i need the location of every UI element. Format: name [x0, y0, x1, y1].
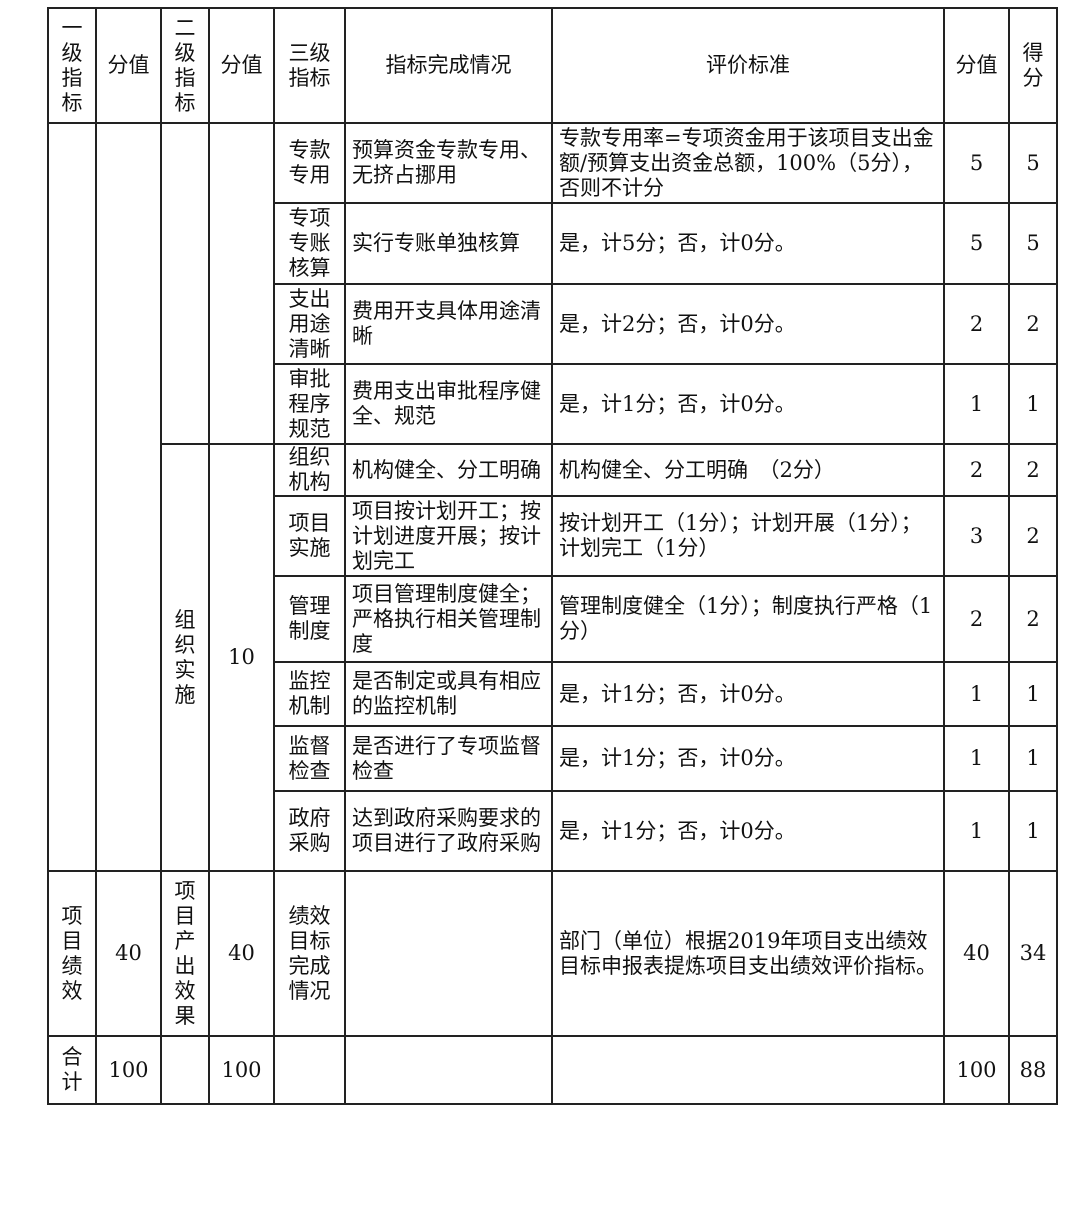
- cell: 2: [1008, 283, 1058, 365]
- cell: 支出用途清晰: [273, 283, 346, 365]
- cell: 100: [95, 1035, 162, 1105]
- cell: 是，计1分；否，计0分。: [551, 661, 945, 727]
- cell: 88: [1008, 1035, 1058, 1105]
- cell: 部门（单位）根据2019年项目支出绩效目标申报表提炼项目支出绩效评价指标。: [551, 870, 945, 1037]
- cell: 项目绩效: [47, 870, 97, 1037]
- cell: 2: [1008, 575, 1058, 663]
- table-row: 管理制度 项目管理制度健全；严格执行相关管理制度 管理制度健全（1分）；制度执行严格…: [48, 575, 1058, 663]
- cell: [208, 122, 275, 445]
- cell: 绩效目标完成情况: [273, 870, 346, 1037]
- cell: 专款专用率=专项资金用于该项目支出金额/预算支出资金总额，100%（5分），否则…: [551, 122, 945, 204]
- cell: 达到政府采购要求的项目进行了政府采购: [344, 790, 553, 872]
- cell: 100: [208, 1035, 275, 1105]
- cell: 2: [1008, 443, 1058, 497]
- cell: 专项专账核算: [273, 202, 346, 285]
- cell: 管理制度: [273, 575, 346, 663]
- cell: [160, 1035, 210, 1105]
- cell: 是，计1分；否，计0分。: [551, 725, 945, 792]
- header-cell: 指标完成情况: [344, 7, 553, 124]
- cell: 3: [943, 495, 1010, 577]
- cell: 是否进行了专项监督检查: [344, 725, 553, 792]
- cell: 40: [95, 870, 162, 1037]
- cell: 10: [208, 443, 275, 872]
- cell: 是，计5分；否，计0分。: [551, 202, 945, 285]
- table-row: 监控机制 是否制定或具有相应的监控机制 是，计1分；否，计0分。 1 1: [48, 661, 1058, 727]
- cell: 项目管理制度健全；严格执行相关管理制度: [344, 575, 553, 663]
- cell: 100: [943, 1035, 1010, 1105]
- cell: 管理制度健全（1分）；制度执行严格（1分）: [551, 575, 945, 663]
- cell: 5: [1008, 202, 1058, 285]
- cell: 2: [943, 575, 1010, 663]
- cell: 40: [208, 870, 275, 1037]
- header-cell: 三级指标: [273, 7, 346, 124]
- cell: 实行专账单独核算: [344, 202, 553, 285]
- performance-row: 项目绩效 40 项目产出效果 40 绩效目标完成情况 部门（单位）根据2019年项目支出绩…: [47, 870, 1058, 1037]
- cell: 费用支出审批程序健全、规范: [344, 363, 553, 445]
- cell: 费用开支具体用途清晰: [344, 283, 553, 365]
- cell: 是，计1分；否，计0分。: [551, 363, 945, 445]
- cell: 项目按计划开工；按计划进度开展；按计划完工: [344, 495, 553, 577]
- cell: 2: [943, 443, 1010, 497]
- cell: [344, 1035, 553, 1105]
- cell: 组织实施: [160, 443, 210, 872]
- cell: 合计: [47, 1035, 97, 1105]
- table-row: 组织实施 10 组织机构 机构健全、分工明确 机构健全、分工明确 （2分） 2 2: [48, 443, 1058, 872]
- cell: 是，计1分；否，计0分。: [551, 790, 945, 872]
- table-row: 政府采购 达到政府采购要求的项目进行了政府采购 是，计1分；否，计0分。 1 1: [48, 790, 1058, 872]
- cell: 2: [1008, 495, 1058, 577]
- cell: 5: [1008, 122, 1058, 204]
- table-row: 专款专用 预算资金专款专用、无挤占挪用 专款专用率=专项资金用于该项目支出金额/预算…: [47, 122, 1058, 872]
- cell: 监督检查: [273, 725, 346, 792]
- cell: 审批程序规范: [273, 363, 346, 445]
- header-cell: 二级指标: [160, 7, 210, 124]
- header-row: 一级指标 分值 二级指标 分值 三级指标 指标完成情况 评价标准 分值 得分: [47, 7, 1058, 124]
- cell: 是，计2分；否，计0分。: [551, 283, 945, 365]
- header-cell: 评价标准: [551, 7, 945, 124]
- cell: 监控机制: [273, 661, 346, 727]
- cell: 1: [1008, 790, 1058, 872]
- cell: [551, 1035, 945, 1105]
- cell: 1: [1008, 363, 1058, 445]
- cell: [160, 122, 210, 445]
- evaluation-table: 一级指标 分值 二级指标 分值 三级指标 指标完成情况 评价标准 分值 得分 专…: [47, 7, 1058, 1105]
- cell: 预算资金专款专用、无挤占挪用: [344, 122, 553, 204]
- header-cell: 一级指标: [47, 7, 97, 124]
- cell: [47, 122, 97, 872]
- cell: 40: [943, 870, 1010, 1037]
- table-row: 专项专账核算 实行专账单独核算 是，计5分；否，计0分。 5 5: [48, 202, 1058, 285]
- cell: 1: [943, 790, 1010, 872]
- cell: 1: [943, 725, 1010, 792]
- header-cell: 分值: [208, 7, 275, 124]
- cell: 2: [943, 283, 1010, 365]
- cell: 项目实施: [273, 495, 346, 577]
- cell: [273, 1035, 346, 1105]
- cell: 组织机构: [273, 443, 346, 497]
- table-row: 监督检查 是否进行了专项监督检查 是，计1分；否，计0分。 1 1: [48, 725, 1058, 792]
- table-row: 审批程序规范 费用支出审批程序健全、规范 是，计1分；否，计0分。 1 1: [48, 363, 1058, 445]
- cell: 5: [943, 202, 1010, 285]
- cell: 机构健全、分工明确: [344, 443, 553, 497]
- total-row: 合计 100 100 100 88: [47, 1035, 1058, 1105]
- cell: 34: [1008, 870, 1058, 1037]
- cell: 按计划开工（1分）；计划开展（1分）；计划完工（1分）: [551, 495, 945, 577]
- cell: 5: [943, 122, 1010, 204]
- table-row: 支出用途清晰 费用开支具体用途清晰 是，计2分；否，计0分。 2 2: [48, 283, 1058, 365]
- cell: [344, 870, 553, 1037]
- cell: 项目产出效果: [160, 870, 210, 1037]
- header-cell: 分值: [95, 7, 162, 124]
- header-cell: 分值: [943, 7, 1010, 124]
- cell: 专款专用: [273, 122, 346, 204]
- table-row: 项目实施 项目按计划开工；按计划进度开展；按计划完工 按计划开工（1分）；计划开展（…: [48, 495, 1058, 577]
- cell: 机构健全、分工明确 （2分）: [551, 443, 945, 497]
- cell: 是否制定或具有相应的监控机制: [344, 661, 553, 727]
- cell: 1: [1008, 661, 1058, 727]
- header-cell: 得分: [1008, 7, 1058, 124]
- cell: 1: [943, 363, 1010, 445]
- cell: 政府采购: [273, 790, 346, 872]
- cell: [95, 122, 162, 872]
- cell: 1: [1008, 725, 1058, 792]
- cell: 1: [943, 661, 1010, 727]
